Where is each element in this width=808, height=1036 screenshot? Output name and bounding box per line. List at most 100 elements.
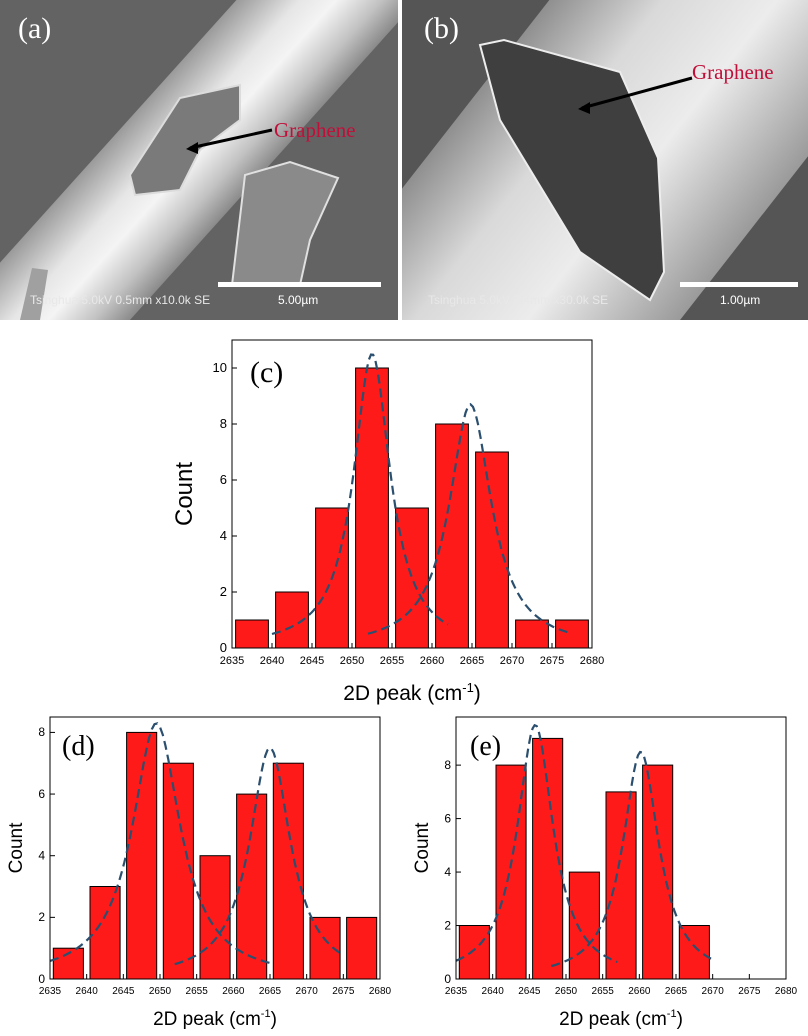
panel-tag-b: (b) [424, 12, 459, 45]
x-tick-label-d-8: 2675 [332, 986, 355, 997]
y-tick-label-d-3: 6 [38, 787, 45, 801]
bar-e-6 [678, 925, 710, 980]
x-tick-label-c-2: 2645 [300, 655, 324, 667]
bar-c-8 [555, 619, 589, 649]
x-tick-label-e-5: 2660 [628, 986, 651, 997]
x-tick-label-d-4: 2655 [186, 986, 209, 997]
x-tick-label-e-0: 2635 [445, 986, 468, 997]
x-tick-label-e-2: 2645 [518, 986, 541, 997]
y-tick-label-d-1: 2 [38, 910, 45, 924]
x-tick-label-e-8: 2675 [738, 986, 761, 997]
y-tick-label-d-0: 0 [38, 972, 45, 986]
x-tick-label-c-3: 2650 [340, 655, 364, 667]
sem-image-b: (b) Graphene Tsinghua 5.0kV 0.4mm x30.0k… [402, 0, 808, 320]
bar-c-5 [435, 423, 469, 649]
y-tick-label-c-2: 4 [220, 528, 227, 543]
x-tick-label-e-3: 2650 [555, 986, 578, 997]
histogram-svg-e: 2635 2640 2645 2650 2655 2660 2665 2670 2675 2680… [412, 716, 798, 1030]
x-tick-label-c-4: 2655 [380, 655, 404, 667]
fit-curve-d-0 [49, 722, 271, 965]
x-tick-label-d-6: 2665 [259, 986, 282, 997]
fit-curve-c-1 [367, 402, 569, 635]
panel-tag-a: (a) [18, 12, 52, 45]
fit-curve-c-0 [271, 353, 449, 636]
x-tick-label-c-1: 2640 [260, 655, 284, 667]
histogram-svg-d: 2635 2640 2645 2650 2655 2660 2665 2670 2675 2680… [6, 716, 392, 1030]
y-tick-label-d-2: 4 [38, 849, 45, 863]
y-tick-label-e-2: 4 [444, 865, 451, 879]
fit-curve-e-0 [455, 723, 618, 964]
bar-e-0 [458, 925, 490, 980]
bar-d-4 [199, 855, 231, 980]
y-tick-label-c-1: 2 [220, 584, 227, 599]
plot-frame-c [231, 339, 593, 649]
bar-e-5 [642, 764, 674, 980]
bar-d-8 [346, 916, 378, 980]
scale-bar-label-a: 5.00µm [278, 293, 319, 307]
x-tick-label-c-8: 2675 [540, 655, 564, 667]
panel-tag-c: (c) [250, 356, 283, 389]
bar-e-4 [605, 791, 637, 980]
panel-tag-e: (e) [470, 731, 501, 762]
bar-c-7 [515, 619, 549, 649]
y-axis-label-e: Count [412, 822, 433, 873]
x-tick-label-e-6: 2665 [665, 986, 688, 997]
y-tick-label-d-4: 8 [38, 725, 45, 739]
x-tick-label-e-4: 2655 [592, 986, 615, 997]
y-axis-label-c: Count [171, 462, 198, 526]
histogram-svg-c: 2635 2640 2645 2650 2655 2660 2665 2670 2675 2680… [171, 339, 604, 705]
bar-c-6 [475, 451, 509, 649]
sem-meta-a: Tsinghua 5.0kV 0.5mm x10.0k SE [30, 293, 211, 307]
histogram-chart-d: 2635 2640 2645 2650 2655 2660 2665 2670 2675 2680… [0, 705, 400, 1031]
graphene-label-a: Graphene [274, 118, 356, 142]
y-tick-label-e-3: 6 [444, 811, 451, 825]
x-axis-label-d: 2D peak (cm-1) [153, 1008, 277, 1030]
x-tick-label-d-0: 2635 [39, 986, 62, 997]
y-tick-label-e-4: 8 [444, 758, 451, 772]
panel-tag-d: (d) [62, 731, 95, 762]
y-tick-label-e-1: 2 [444, 918, 451, 932]
fit-curve-e-1 [551, 750, 714, 968]
bar-c-0 [235, 619, 269, 649]
plot-frame-e [455, 716, 787, 980]
y-tick-label-c-5: 10 [213, 360, 227, 375]
x-tick-label-e-9: 2680 [775, 986, 798, 997]
x-tick-label-d-7: 2670 [296, 986, 319, 997]
y-tick-label-c-0: 0 [220, 640, 227, 655]
x-tick-label-c-7: 2670 [500, 655, 524, 667]
y-tick-label-c-4: 8 [220, 416, 227, 431]
histogram-chart-c: 2635 2640 2645 2650 2655 2660 2665 2670 2675 2680… [170, 328, 630, 708]
bar-c-4 [395, 507, 429, 649]
x-tick-label-d-2: 2645 [112, 986, 135, 997]
x-tick-label-c-5: 2660 [420, 655, 444, 667]
scale-bar-label-b: 1.00µm [720, 293, 761, 307]
x-tick-label-e-1: 2640 [482, 986, 505, 997]
x-tick-label-c-0: 2635 [220, 655, 244, 667]
x-tick-label-d-5: 2660 [222, 986, 245, 997]
x-tick-label-d-1: 2640 [76, 986, 99, 997]
fit-curve-d-1 [174, 746, 344, 966]
sem-micrograph-a [0, 0, 398, 320]
sem-image-a: (a) Graphene Tsinghua 5.0kV 0.5mm x10.0k… [0, 0, 398, 320]
sem-meta-b: Tsinghua 5.0kV 0.4mm x30.0k SE [428, 293, 609, 307]
x-tick-label-c-6: 2665 [460, 655, 484, 667]
bar-e-3 [568, 871, 600, 980]
bar-d-1 [89, 886, 121, 980]
y-tick-label-e-0: 0 [444, 972, 451, 986]
bar-d-6 [272, 762, 304, 980]
x-tick-label-c-9: 2680 [580, 655, 604, 667]
x-axis-label-c: 2D peak (cm-1) [343, 680, 481, 705]
plot-frame-d [49, 716, 381, 980]
histogram-chart-e: 2635 2640 2645 2650 2655 2660 2665 2670 2675 2680… [404, 705, 808, 1031]
bar-d-7 [309, 916, 341, 980]
sem-micrograph-b [402, 0, 808, 320]
graphene-label-b: Graphene [692, 60, 774, 84]
x-tick-label-d-9: 2680 [369, 986, 392, 997]
bar-d-2 [126, 731, 158, 980]
y-axis-label-d: Count [6, 822, 27, 873]
y-tick-label-c-3: 6 [220, 472, 227, 487]
x-tick-label-e-7: 2670 [702, 986, 725, 997]
x-tick-label-d-3: 2650 [149, 986, 172, 997]
bar-d-3 [162, 762, 194, 980]
x-axis-label-e: 2D peak (cm-1) [559, 1008, 683, 1030]
